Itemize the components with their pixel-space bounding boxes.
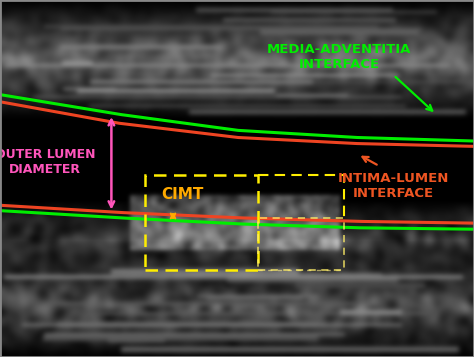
Text: MEDIA-ADVENTITIA
INTERFACE: MEDIA-ADVENTITIA INTERFACE (267, 43, 411, 71)
Bar (145, 175, 258, 270)
Bar (258, 218, 344, 270)
Text: OUTER LUMEN
DIAMETER: OUTER LUMEN DIAMETER (0, 149, 95, 176)
Text: INTIMA-LUMEN
INTERFACE: INTIMA-LUMEN INTERFACE (338, 172, 449, 200)
Text: CIMT: CIMT (161, 187, 203, 202)
